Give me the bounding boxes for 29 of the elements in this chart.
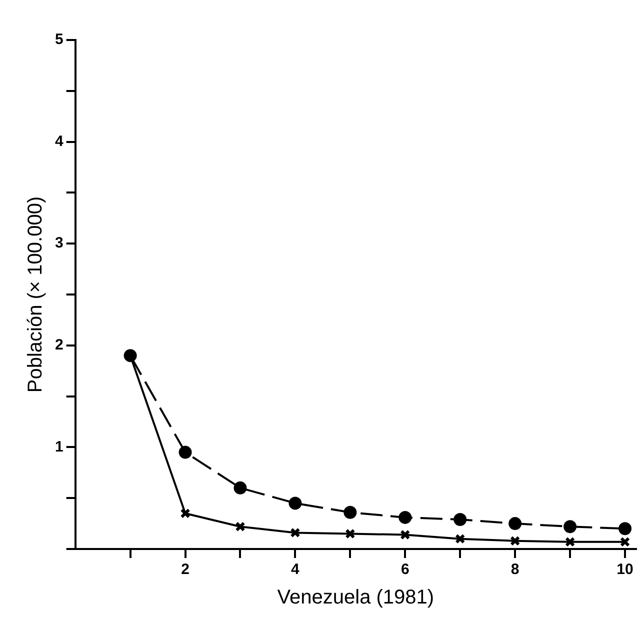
y-tick-label: 2 (55, 336, 64, 354)
point (344, 506, 357, 519)
point (178, 446, 192, 459)
point (345, 528, 356, 539)
point (234, 481, 247, 494)
point (400, 530, 410, 540)
x-tick-label: 2 (181, 561, 190, 578)
x-tick-label: 10 (616, 561, 634, 578)
point (398, 510, 412, 524)
point (618, 522, 632, 536)
point (508, 517, 522, 530)
x-tick-label: 8 (510, 561, 520, 578)
y-tick-label: 3 (55, 234, 64, 252)
point (180, 508, 190, 518)
y-tick-label: 4 (55, 132, 64, 150)
point (288, 496, 302, 510)
point (235, 522, 246, 532)
point (455, 534, 466, 544)
y-tick-label: 5 (55, 31, 64, 48)
point (510, 536, 520, 546)
x-tick-label: 4 (291, 561, 300, 578)
point (290, 528, 300, 538)
x-tick-label: 6 (400, 561, 410, 578)
point (565, 536, 576, 547)
x-axis-title: Venezuela (1981) (277, 586, 434, 609)
y-tick-label: 1 (55, 438, 64, 456)
y-axis-title: Población (× 100.000) (24, 196, 47, 393)
point (564, 520, 577, 534)
point (454, 512, 467, 526)
